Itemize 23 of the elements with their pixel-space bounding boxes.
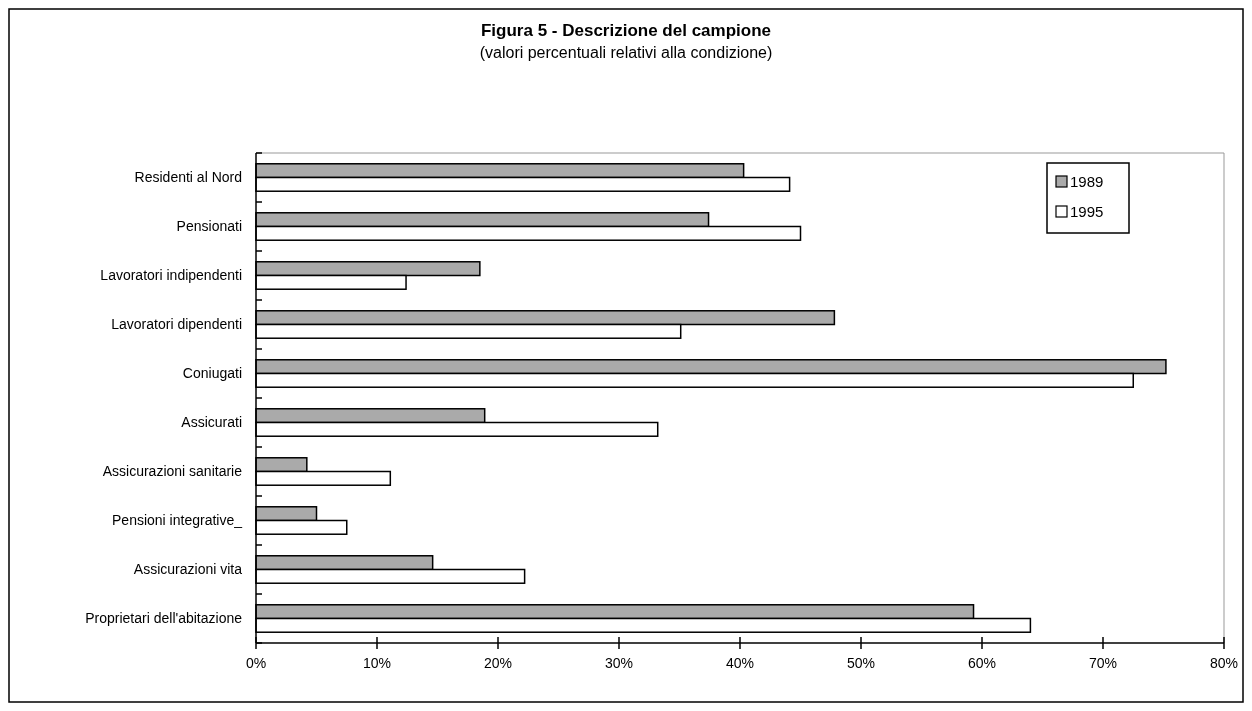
x-tick-label: 0% [245, 655, 267, 671]
x-tick-label: 80% [1209, 655, 1239, 671]
y-tick-label: Lavoratori dipendenti [111, 316, 242, 333]
x-tick-label: 70% [1088, 655, 1118, 671]
x-tick-label: 10% [362, 655, 392, 671]
y-tick-label: Assicurazioni sanitarie [102, 463, 243, 480]
legend-label: 1989 [1070, 173, 1104, 191]
y-tick-label: Residenti al Nord [134, 169, 242, 186]
x-tick-label: 40% [725, 655, 755, 671]
y-tick-label: Assicurazioni vita [133, 561, 243, 578]
y-tick-label: Coniugati [182, 365, 242, 382]
y-tick-label: Assicurati [181, 414, 242, 431]
x-tick-label: 50% [846, 655, 876, 671]
x-tick-label: 60% [967, 655, 997, 671]
chart-subtitle: (valori percentuali relativi alla condizione) [479, 44, 773, 61]
y-tick-label: Proprietari dell'abitazione [85, 610, 243, 627]
chart-title: Figura 5 - Descrizione del campione [480, 21, 772, 40]
y-tick-label: Pensioni integrative_ [112, 512, 243, 529]
y-tick-label: Pensionati [176, 218, 242, 235]
x-tick-label: 20% [483, 655, 513, 671]
x-tick-label: 30% [604, 655, 634, 671]
legend-label: 1995 [1070, 203, 1104, 221]
y-tick-label: Lavoratori indipendenti [100, 267, 242, 284]
